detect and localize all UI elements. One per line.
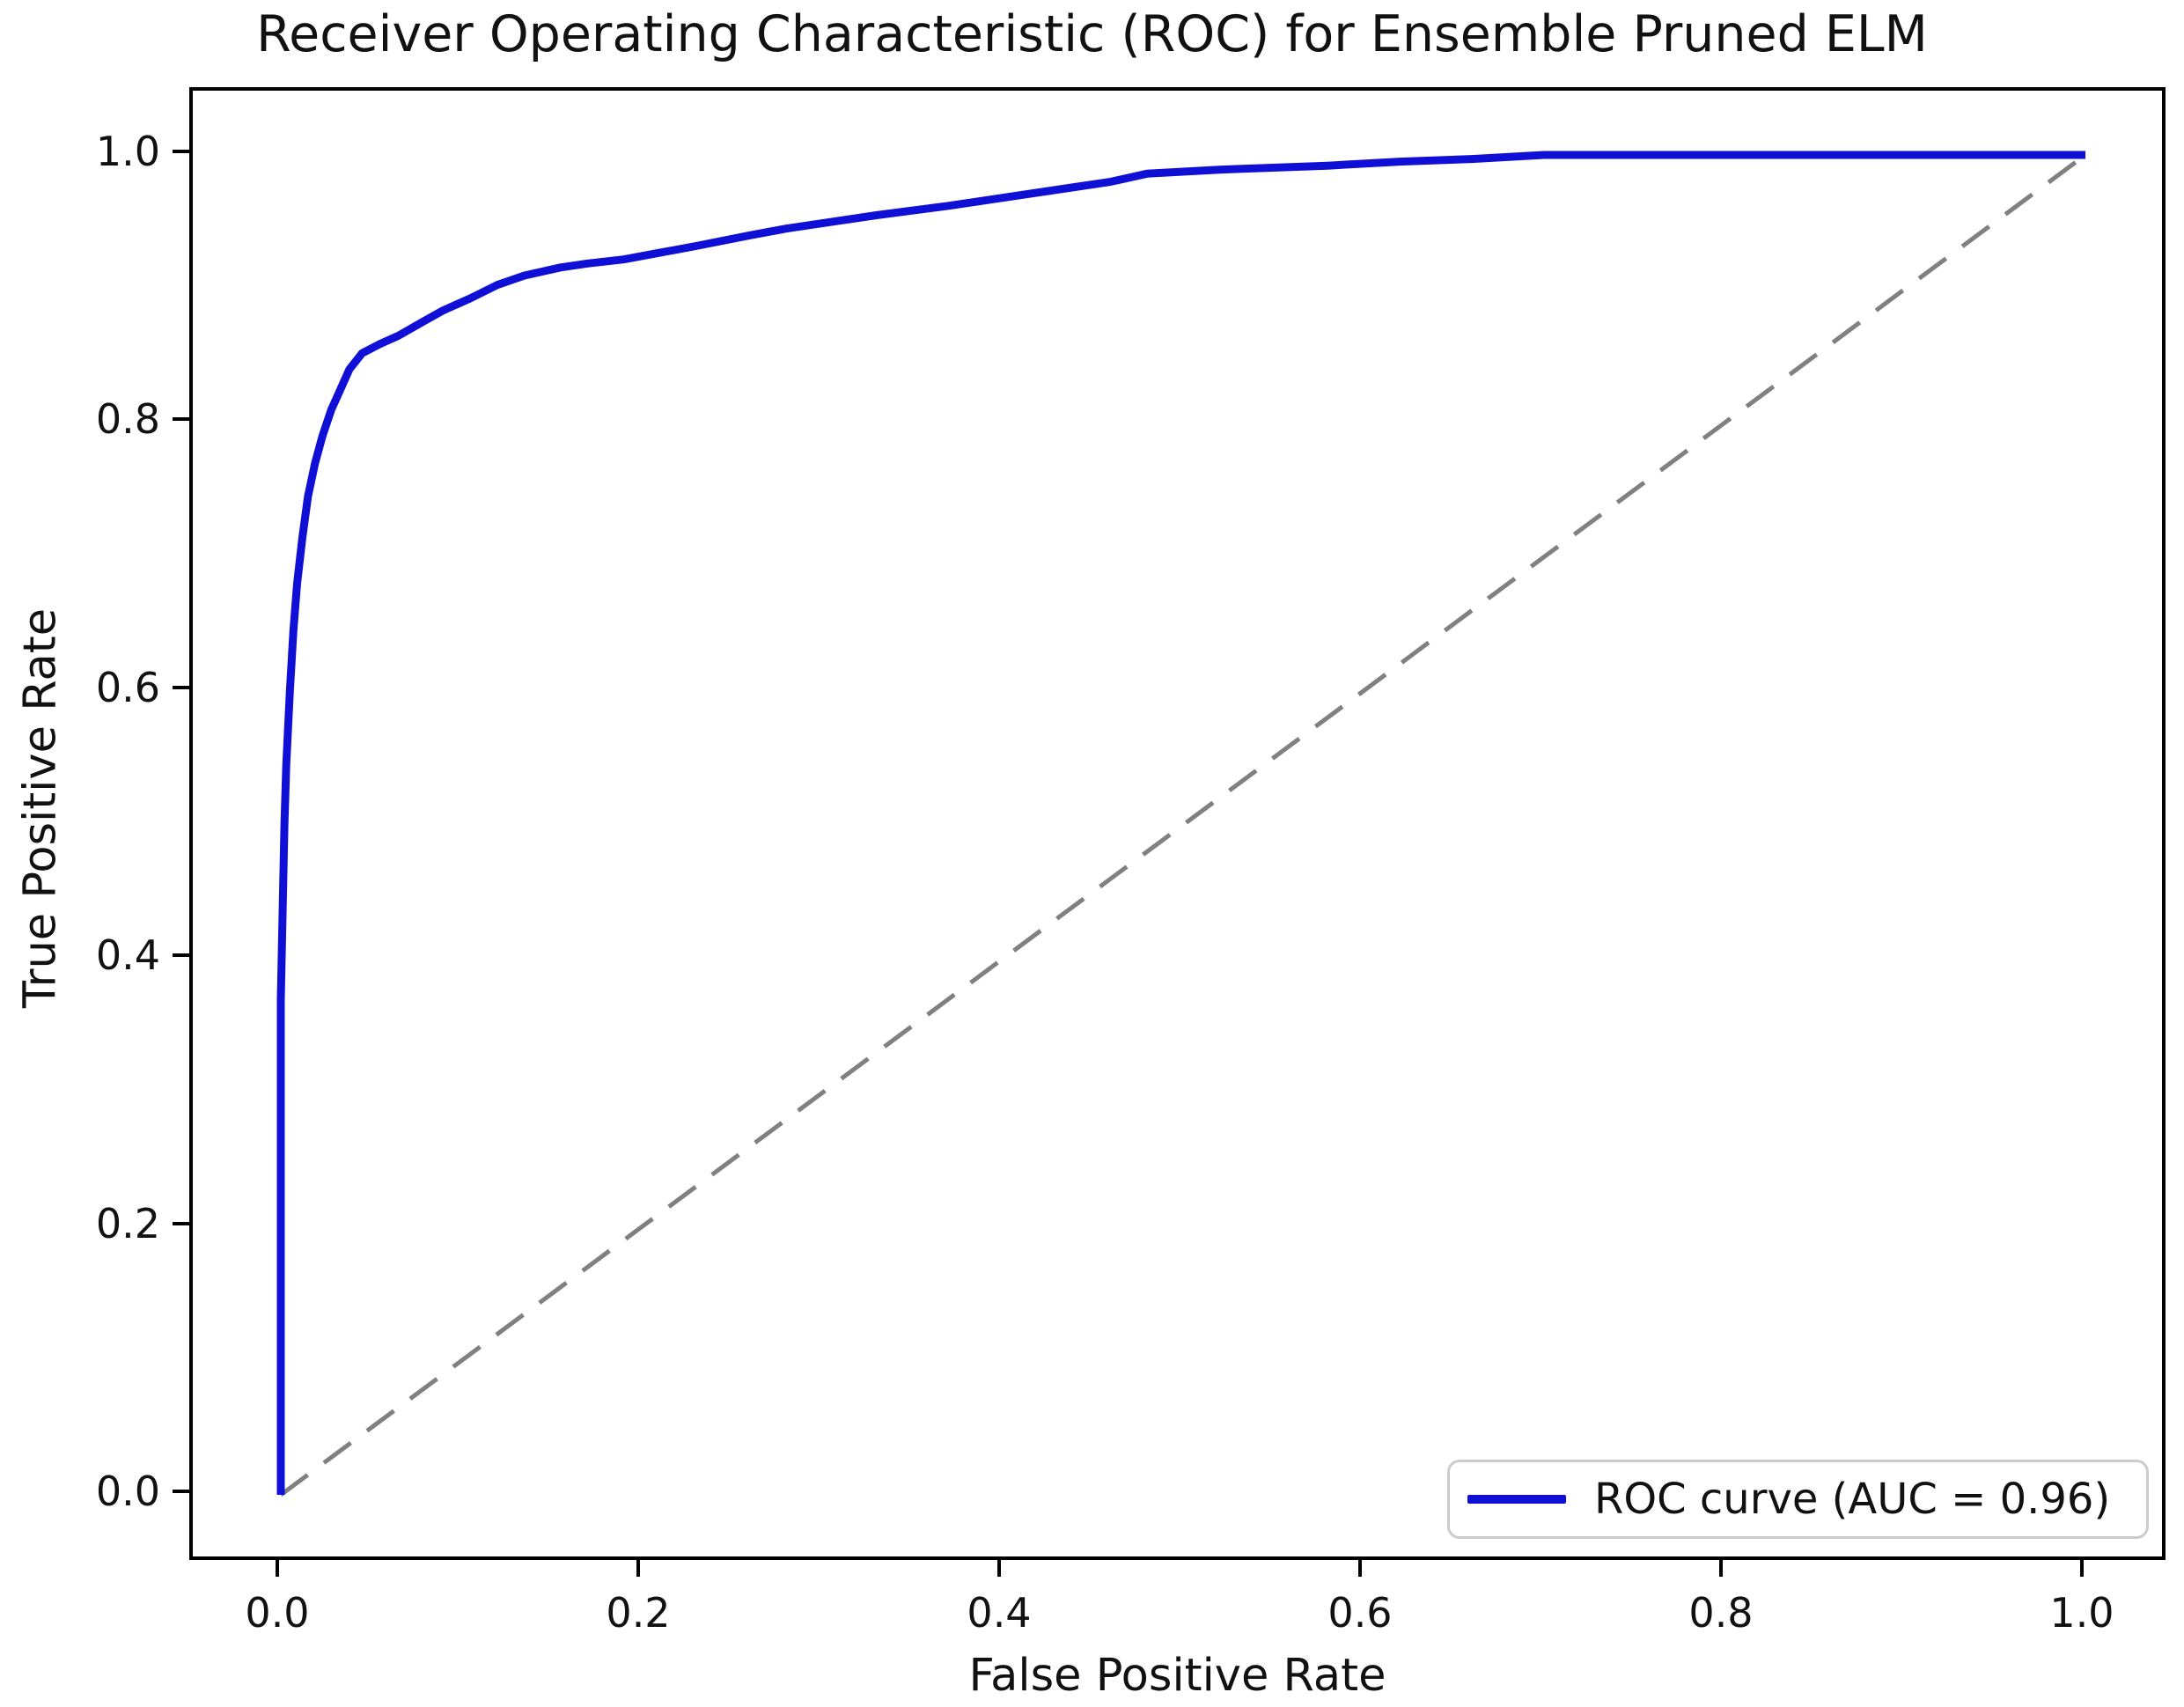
- y-tick-mark: [173, 953, 189, 958]
- y-tick-mark: [173, 417, 189, 422]
- y-tick-mark: [173, 1490, 189, 1493]
- legend-line-swatch: [1467, 1495, 1566, 1504]
- x-tick-mark: [1358, 1560, 1362, 1577]
- plot-area: ROC curve (AUC = 0.96): [189, 87, 2166, 1560]
- x-tick-mark: [997, 1560, 1001, 1577]
- y-axis-label: True Positive Rate: [14, 607, 67, 1009]
- y-tick-label: 1.0: [95, 128, 160, 175]
- y-tick-label: 0.2: [95, 1199, 160, 1247]
- y-tick-label: 0.0: [95, 1468, 160, 1515]
- x-tick-label: 0.2: [606, 1589, 671, 1637]
- y-tick-mark: [173, 685, 189, 689]
- chance-diagonal-line: [279, 152, 2087, 1497]
- x-axis-label: False Positive Rate: [968, 1650, 1386, 1702]
- legend-box: ROC curve (AUC = 0.96): [1447, 1460, 2149, 1539]
- x-tick-label: 0.6: [1327, 1589, 1393, 1637]
- y-tick-label: 0.6: [95, 663, 160, 711]
- y-tick-label: 0.8: [95, 395, 160, 444]
- roc-curve-line: [276, 151, 2085, 1495]
- x-tick-mark: [636, 1560, 640, 1577]
- y-tick-mark: [173, 1221, 189, 1225]
- x-tick-label: 0.8: [1688, 1589, 1754, 1637]
- y-tick-mark: [173, 150, 189, 153]
- x-tick-mark: [276, 1560, 279, 1577]
- x-tick-label: 0.4: [967, 1589, 1032, 1637]
- x-tick-mark: [2080, 1560, 2084, 1577]
- chart-title: Receiver Operating Characteristic (ROC) …: [256, 5, 1928, 63]
- y-tick-label: 0.4: [95, 931, 160, 980]
- x-tick-label: 1.0: [2049, 1589, 2114, 1637]
- roc-plot-canvas: [276, 151, 2087, 1497]
- x-tick-mark: [1719, 1560, 1723, 1577]
- legend-label: ROC curve (AUC = 0.96): [1594, 1475, 2111, 1524]
- x-tick-label: 0.0: [245, 1589, 310, 1637]
